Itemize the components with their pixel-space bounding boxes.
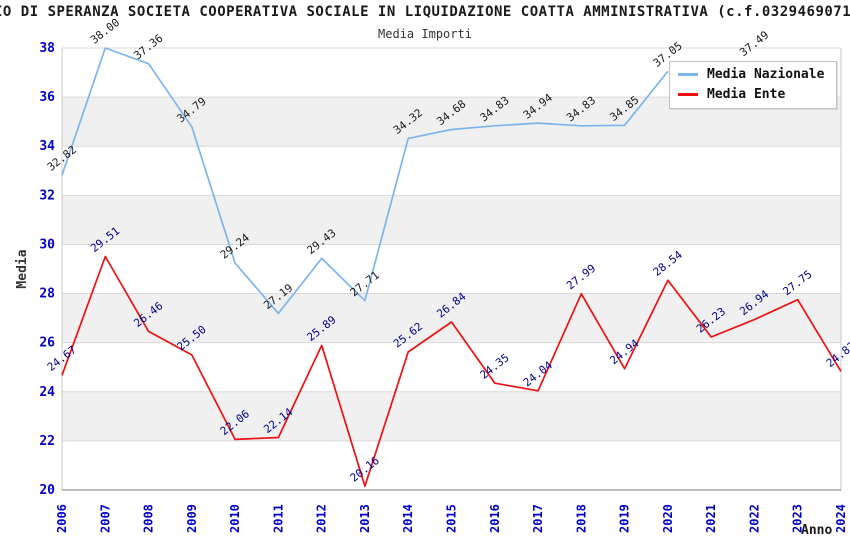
series-dash-icon <box>678 73 698 76</box>
y-tick-label: 22 <box>39 434 55 449</box>
x-tick-label: 2010 <box>228 504 242 533</box>
data-label-media-ente: 24.04 <box>521 358 555 389</box>
plot-band <box>62 293 841 343</box>
data-label-media-ente: 20.16 <box>348 454 382 485</box>
chart-title: IO DI SPERANZA SOCIETA COOPERATIVA SOCIA… <box>0 4 850 20</box>
data-label-media-ente: 27.99 <box>564 262 598 293</box>
y-tick-label: 26 <box>39 336 55 351</box>
chart-subtitle: Media Importi <box>378 27 472 41</box>
x-axis-title: Anno <box>801 523 832 538</box>
x-tick-label: 2021 <box>704 504 718 533</box>
legend-label: Media Ente <box>707 87 786 102</box>
x-tick-label: 2018 <box>574 504 588 533</box>
x-tick-label: 2017 <box>531 504 545 533</box>
x-tick-label: 2022 <box>747 504 761 533</box>
legend: Media Nazionale Media Ente <box>669 61 838 109</box>
y-tick-label: 20 <box>39 483 55 498</box>
data-label-media-nazionale: 37.49 <box>737 28 771 59</box>
data-label-media-ente: 24.83 <box>824 339 850 370</box>
y-axis-title: Media <box>15 249 30 288</box>
y-tick-label: 32 <box>39 188 55 203</box>
y-tick-label: 34 <box>39 139 55 154</box>
y-tick-label: 38 <box>39 41 55 56</box>
x-tick-label: 2016 <box>488 504 502 533</box>
legend-item-media-ente: Media Ente <box>678 87 824 102</box>
plot-band <box>62 195 841 245</box>
x-tick-label: 2008 <box>142 504 156 533</box>
plot-band <box>62 391 841 441</box>
y-tick-label: 30 <box>39 237 55 252</box>
series-line-media-ente <box>61 255 842 487</box>
x-tick-label: 2009 <box>185 504 199 533</box>
legend-item-media-nazionale: Media Nazionale <box>678 67 824 82</box>
series-line-media-nazionale <box>62 48 754 313</box>
series-dash-icon <box>678 93 698 96</box>
x-tick-label: 2011 <box>271 504 285 533</box>
x-tick-label: 2024 <box>834 504 848 533</box>
x-tick-label: 2023 <box>791 504 805 533</box>
data-label-media-ente: 28.54 <box>651 248 685 279</box>
data-label-media-nazionale: 38.00 <box>88 16 122 47</box>
x-tick-label: 2015 <box>445 504 459 533</box>
x-tick-label: 2019 <box>618 504 632 533</box>
data-label-media-nazionale: 37.36 <box>131 32 165 63</box>
x-tick-label: 2012 <box>315 504 329 533</box>
x-tick-label: 2014 <box>401 504 415 533</box>
x-tick-label: 2006 <box>55 504 69 533</box>
y-tick-label: 28 <box>39 287 55 302</box>
x-tick-label: 2020 <box>661 504 675 533</box>
data-label-media-ente: 24.35 <box>478 351 512 382</box>
x-tick-label: 2007 <box>98 504 112 533</box>
y-tick-label: 36 <box>39 90 55 105</box>
y-tick-label: 24 <box>39 385 55 400</box>
legend-label: Media Nazionale <box>707 67 825 82</box>
x-tick-label: 2013 <box>358 504 372 533</box>
